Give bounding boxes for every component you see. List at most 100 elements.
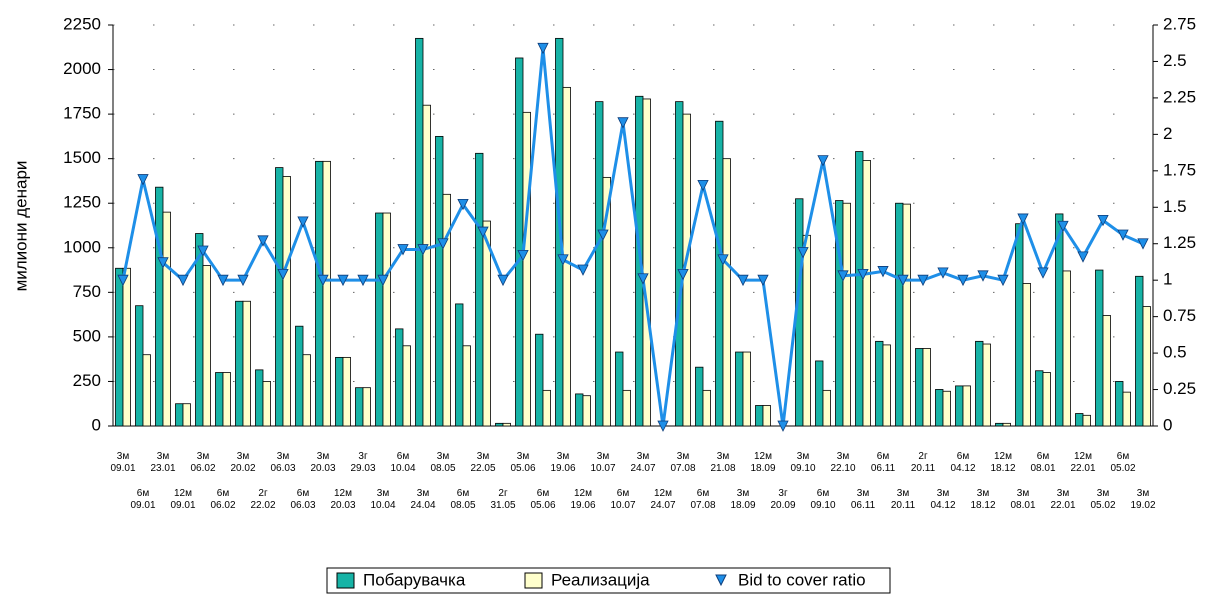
x-tick-label: 3м 20.11 bbox=[891, 488, 916, 511]
ratio-marker bbox=[117, 274, 129, 287]
x-tick-label-line: 3м bbox=[1017, 488, 1030, 499]
ratio-marker bbox=[1097, 214, 1109, 227]
x-tick-label: 2г 20.11 bbox=[911, 451, 936, 474]
bar bbox=[695, 366, 704, 427]
bar bbox=[542, 389, 551, 427]
legend-box bbox=[326, 567, 891, 594]
x-tick-label-line: 6м bbox=[537, 488, 550, 499]
bar bbox=[622, 389, 631, 427]
bar bbox=[495, 422, 504, 427]
bar bbox=[855, 151, 864, 427]
x-tick-label: 6м 06.11 bbox=[871, 451, 896, 474]
y2-tick-label: 0.75 bbox=[1163, 306, 1196, 325]
bar bbox=[715, 120, 724, 427]
x-tick-label-line: 10.07 bbox=[610, 500, 635, 511]
y-tick-label: 0 bbox=[92, 415, 101, 434]
x-tick-label-line: 3м bbox=[557, 451, 570, 462]
x-tick-label-line: 3м bbox=[597, 451, 610, 462]
bar bbox=[1115, 381, 1124, 427]
bar bbox=[355, 387, 364, 427]
bar bbox=[882, 344, 891, 427]
x-tick-label-line: 3м bbox=[1097, 488, 1110, 499]
y2-tick-label: 0 bbox=[1163, 415, 1172, 434]
x-tick-label-line: 20.09 bbox=[770, 500, 795, 511]
ratio-marker bbox=[477, 226, 489, 238]
bar bbox=[975, 340, 984, 427]
x-tick-label: 12м 18.12 bbox=[990, 451, 1015, 474]
bar bbox=[362, 387, 371, 427]
bar bbox=[1122, 391, 1131, 427]
x-tick-label-line: 12м bbox=[754, 451, 772, 462]
x-tick-label: 12м 19.06 bbox=[570, 488, 595, 511]
x-tick-label-line: 09.10 bbox=[790, 463, 815, 474]
ratio-marker bbox=[357, 274, 369, 287]
x-tick-label-line: 6м bbox=[217, 488, 230, 499]
ratio-marker bbox=[997, 274, 1009, 287]
ratio-marker bbox=[837, 270, 849, 282]
x-tick-label-line: 18.09 bbox=[730, 500, 755, 511]
ratio-marker bbox=[177, 274, 189, 287]
x-tick-label-line: 24.07 bbox=[650, 500, 675, 511]
bar bbox=[442, 193, 451, 427]
bar bbox=[1062, 270, 1071, 427]
bar bbox=[902, 203, 911, 427]
bar bbox=[315, 160, 324, 427]
bar bbox=[875, 340, 884, 427]
ratio-marker bbox=[817, 155, 829, 167]
x-tick-label: 12м 20.03 bbox=[330, 488, 355, 511]
legend-symbol bbox=[336, 572, 355, 589]
x-tick-label: 3м 06.03 bbox=[270, 451, 295, 474]
bar bbox=[915, 348, 924, 427]
x-tick-label-line: 20.03 bbox=[330, 500, 355, 511]
x-tick-label-line: 06.03 bbox=[270, 463, 295, 474]
x-tick-label-line: 08.01 bbox=[1030, 463, 1055, 474]
legend-label: Реализација bbox=[551, 570, 650, 589]
bar bbox=[115, 267, 124, 427]
x-tick-label-line: 22.02 bbox=[250, 500, 275, 511]
x-tick-label-line: 20.02 bbox=[230, 463, 255, 474]
ratio-marker bbox=[877, 266, 889, 278]
bar bbox=[642, 98, 651, 427]
x-tick-label-line: 12м bbox=[1074, 451, 1092, 462]
x-tick-label: 6м 06.03 bbox=[290, 488, 315, 511]
bar bbox=[1082, 414, 1091, 427]
bar bbox=[922, 348, 931, 427]
y2-tick-label: 2.25 bbox=[1163, 87, 1196, 106]
bar bbox=[202, 265, 211, 427]
bar bbox=[462, 345, 471, 427]
ratio-marker bbox=[917, 274, 929, 287]
x-tick-label: 6м 07.08 bbox=[690, 488, 715, 511]
x-tick-label-line: 6м bbox=[877, 451, 890, 462]
x-tick-label-line: 6м bbox=[817, 488, 830, 499]
bar bbox=[742, 351, 751, 427]
bar bbox=[702, 389, 711, 427]
bar bbox=[995, 422, 1004, 427]
bar bbox=[535, 333, 544, 427]
bar bbox=[135, 305, 144, 427]
bar bbox=[595, 101, 604, 427]
bar bbox=[1055, 213, 1064, 427]
x-tick-label-line: 3м bbox=[1057, 488, 1070, 499]
x-tick-label-line: 2г bbox=[498, 488, 508, 499]
x-tick-label-line: 22.05 bbox=[470, 463, 495, 474]
ratio-marker bbox=[337, 274, 349, 287]
x-tick-label: 3м 20.03 bbox=[310, 451, 335, 474]
ratio-marker bbox=[857, 268, 869, 281]
x-tick-label: 6м 10.07 bbox=[610, 488, 635, 511]
x-tick-label-line: 3м bbox=[637, 451, 650, 462]
bar bbox=[1035, 370, 1044, 427]
ratio-marker bbox=[457, 198, 469, 211]
ratio-marker bbox=[737, 274, 749, 287]
ratio-marker bbox=[957, 274, 969, 287]
x-tick-label-line: 05.06 bbox=[510, 463, 535, 474]
x-tick-label-line: 3м bbox=[157, 451, 170, 462]
x-tick-label: 2г 31.05 bbox=[490, 488, 515, 511]
x-tick-label: 3м 06.02 bbox=[190, 451, 215, 474]
x-tick-label-line: 10.04 bbox=[390, 463, 415, 474]
x-tick-label: 12м 22.01 bbox=[1070, 451, 1095, 474]
y-tick-label: 1500 bbox=[63, 148, 101, 167]
ratio-marker bbox=[1017, 213, 1029, 225]
x-tick-label: 3м 07.08 bbox=[670, 451, 695, 474]
bar bbox=[475, 152, 484, 427]
bar bbox=[575, 393, 584, 427]
